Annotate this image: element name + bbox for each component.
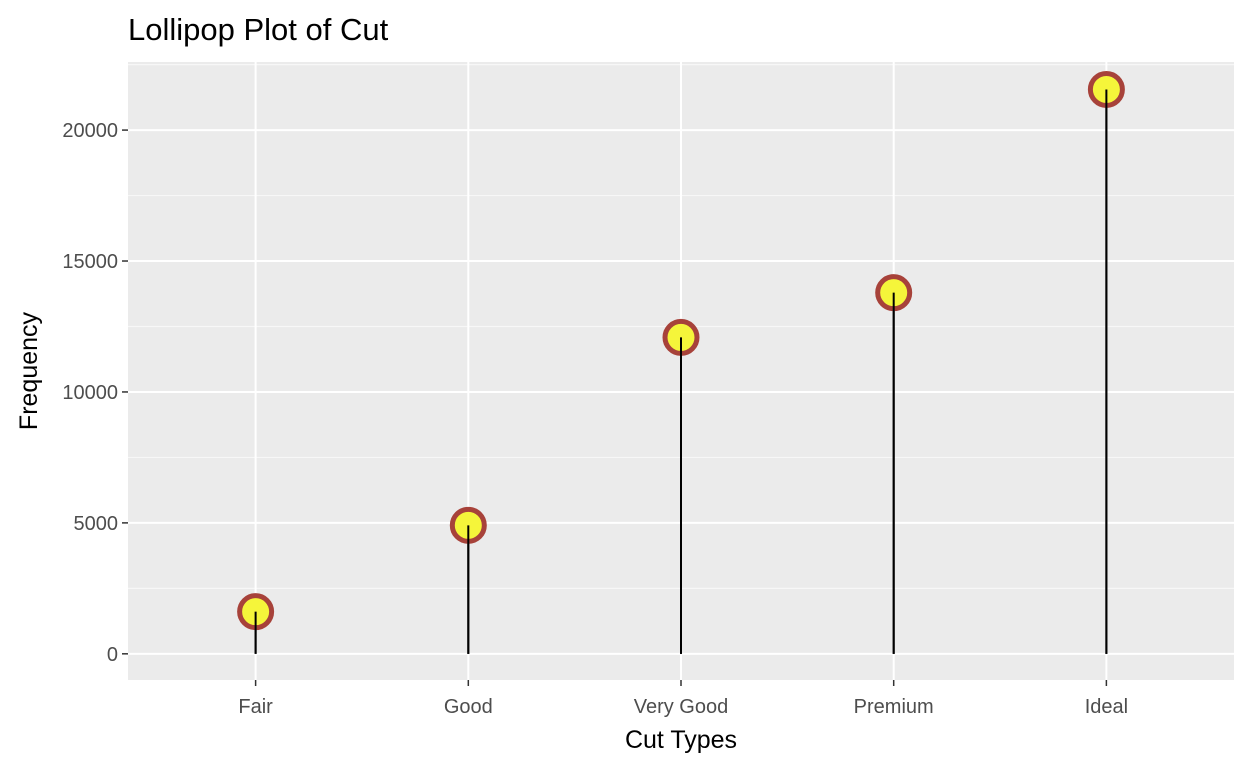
x-tick-label: Good [444,696,493,718]
x-tick-label: Premium [854,696,934,718]
lollipop-point [1087,70,1125,654]
y-tick-label: 0 [107,644,118,666]
y-tick-label: 5000 [74,513,119,535]
lollipop-point [449,506,487,654]
lollipop-point [662,318,700,654]
lollipop-point [237,593,275,654]
y-axis-ticks: 0 5000 10000 15000 20000 [62,120,128,666]
x-axis-title: Cut Types [625,726,737,754]
lollipop-points [237,70,1125,654]
y-tick-label: 15000 [62,251,118,273]
y-tick-label: 20000 [62,120,118,142]
x-axis-ticks: Fair Good Very Good Premium Ideal [238,680,1128,718]
x-tick-label: Ideal [1085,696,1128,718]
y-axis-title: Frequency [15,311,43,430]
x-tick-label: Very Good [634,696,729,718]
y-tick-label: 10000 [62,382,118,404]
x-tick-label: Fair [238,696,273,718]
lollipop-point [875,274,913,654]
chart-title: Lollipop Plot of Cut [128,12,389,47]
